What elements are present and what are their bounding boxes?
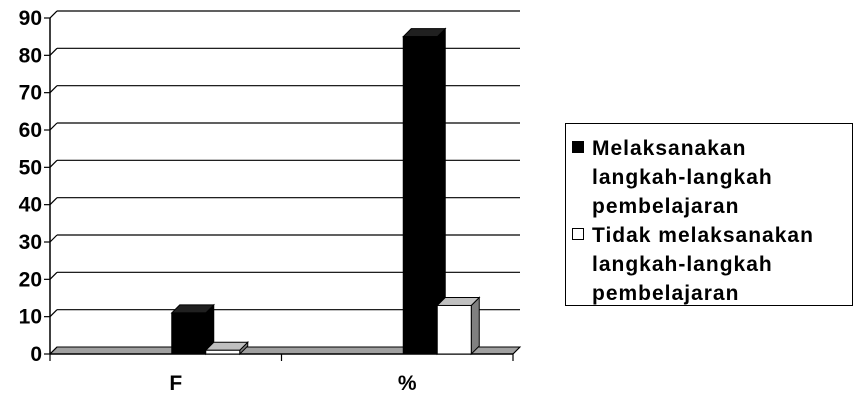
x-tick-label: F	[169, 372, 182, 395]
y-tick-label: 0	[30, 343, 42, 366]
y-tick-diag	[49, 309, 58, 318]
y-tick-label: 60	[19, 119, 42, 142]
bar-melaksanakan	[171, 312, 207, 355]
bar-tidak-melaksanakan	[436, 304, 472, 355]
y-tick-label: 40	[19, 194, 42, 217]
x-axis-end	[512, 346, 521, 355]
legend-label-tidak-melaksanakan: Tidak melaksanakan langkah-langkah pembe…	[592, 224, 814, 305]
bar-side-tidak-melaksanakan	[470, 296, 480, 356]
y-tick-diag	[49, 271, 58, 280]
y-tick-diag	[49, 85, 58, 94]
y-tick-diag	[49, 234, 58, 243]
legend-label-melaksanakan: Melaksanakan langkah-langkah pembelajara…	[592, 137, 773, 218]
y-tick-diag	[49, 346, 58, 355]
legend-item-tidak-melaksanakan: Tidak melaksanakan langkah-langkah pembe…	[572, 221, 852, 305]
bar-melaksanakan	[402, 36, 438, 355]
legend-swatch-melaksanakan	[572, 141, 584, 153]
y-tick-diag	[49, 197, 58, 206]
bar-top-tidak-melaksanakan	[204, 341, 249, 351]
y-tick-label: 80	[19, 44, 42, 67]
bar-top-tidak-melaksanakan	[436, 296, 481, 306]
legend-swatch-tidak-melaksanakan	[572, 228, 584, 240]
y-tick-label: 50	[19, 156, 42, 179]
bar-top-melaksanakan	[170, 304, 215, 314]
y-tick-label: 30	[19, 231, 42, 254]
y-tick-label: 10	[19, 306, 42, 329]
y-tick-label: 70	[19, 82, 42, 105]
y-tick-diag	[49, 47, 58, 56]
y-tick-label: 20	[19, 268, 42, 291]
x-tick-label: %	[398, 372, 417, 395]
y-tick-diag	[49, 122, 58, 131]
y-tick-diag	[49, 159, 58, 168]
bar-top-melaksanakan	[402, 28, 447, 38]
bar-tidak-melaksanakan	[205, 349, 241, 355]
y-tick-label: 90	[19, 7, 42, 30]
legend: Melaksanakan langkah-langkah pembelajara…	[565, 123, 853, 306]
y-axis-top	[49, 10, 58, 19]
legend-item-melaksanakan: Melaksanakan langkah-langkah pembelajara…	[572, 134, 852, 221]
